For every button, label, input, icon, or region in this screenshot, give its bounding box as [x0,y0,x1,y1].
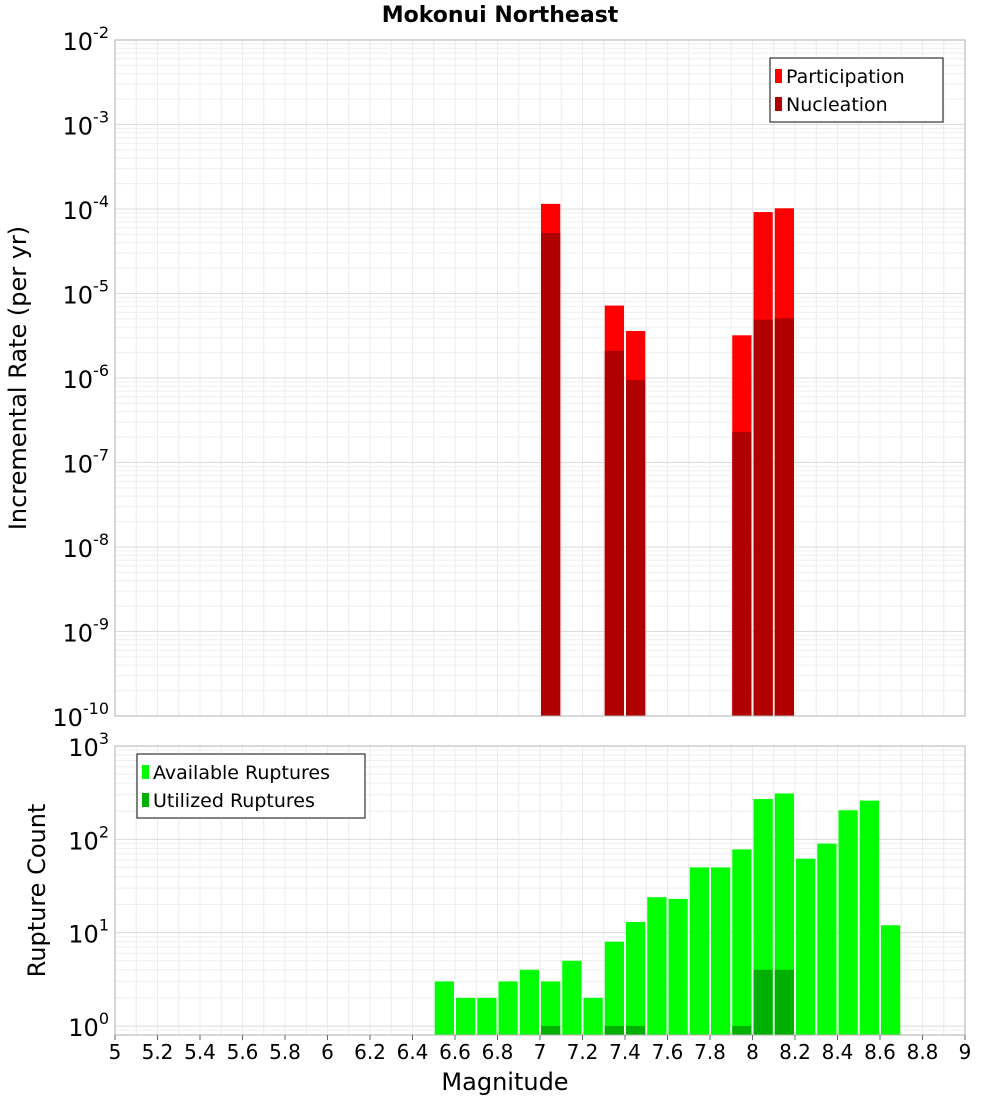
x-tick-label: 8.4 [822,1040,854,1064]
x-tick-label: 9 [959,1040,972,1064]
top-bar-nucleation [732,431,752,716]
bottom-bar-available-ruptures [604,941,624,1035]
y-tick-label: 10-3 [63,108,110,141]
x-tick-label: 5.8 [269,1040,301,1064]
y-tick-label: 10-5 [63,277,110,310]
x-tick-label: 5 [109,1040,122,1064]
bottom-bar-available-ruptures [838,810,858,1035]
bottom-plot: 100 101 102 103 5 5.2 5.4 5.6 5.8 6 6.2 6.4 6.6 6.8 7… [23,729,971,1096]
x-tick-label: 8.8 [907,1040,939,1064]
bottom-y-axis-label: Rupture Count [23,804,51,978]
y-tick-label: 100 [68,1009,109,1042]
top-bar-nucleation [541,232,561,716]
bottom-bar-available-ruptures [541,981,561,1035]
legend-label: Available Ruptures [153,762,330,784]
x-tick-label: 6.2 [354,1040,386,1064]
top-y-ticks: 10-10 10-9 10-8 10-7 10-6 10-5 10-4 10-3 10-2 [52,23,109,732]
bottom-bar-available-ruptures [859,800,879,1035]
bottom-bar-utilized-ruptures [604,1025,624,1035]
bottom-bar-utilized-ruptures [774,969,794,1035]
x-tick-label: 6.4 [397,1040,429,1064]
bottom-bar-available-ruptures [626,922,646,1035]
bottom-bar-available-ruptures [668,898,688,1035]
x-tick-label: 6.8 [482,1040,514,1064]
legend-box [136,753,366,819]
y-tick-label: 103 [68,729,109,762]
legend-swatch [775,97,782,111]
bottom-bar-available-ruptures [583,997,603,1035]
legend-swatch [775,69,782,83]
y-tick-label: 10-10 [52,699,109,732]
top-bar-nucleation [626,379,646,716]
y-tick-label: 10-9 [63,615,110,648]
bottom-bar-available-ruptures [456,997,476,1035]
bottom-legend: Available Ruptures Utilized Ruptures [136,753,366,819]
top-bars [541,203,794,716]
bottom-bar-available-ruptures [732,849,752,1035]
bottom-bar-available-ruptures [477,997,497,1035]
top-y-axis-label: Incremental Rate (per yr) [4,226,32,530]
bottom-y-ticks: 100 101 102 103 [68,729,109,1042]
y-tick-label: 10-7 [63,446,110,479]
bottom-bar-available-ruptures [711,867,731,1035]
bottom-bar-available-ruptures [817,843,837,1035]
legend-label: Utilized Ruptures [153,790,315,812]
x-tick-label: 8.6 [864,1040,896,1064]
x-tick-label: 7.2 [567,1040,599,1064]
x-tick-label: 8 [746,1040,759,1064]
x-tick-label: 7 [534,1040,547,1064]
bottom-bar-available-ruptures [519,969,539,1035]
y-tick-label: 10-2 [63,23,110,56]
x-tick-label: 6 [321,1040,334,1064]
top-legend: Participation Nucleation [769,57,944,123]
legend-label: Participation [786,66,905,88]
y-tick-label: 101 [68,916,109,949]
bottom-bar-available-ruptures [796,858,816,1035]
bottom-bar-utilized-ruptures [753,969,773,1035]
legend-swatch [142,793,149,807]
top-bar-nucleation [753,319,773,716]
chart-title: Mokonui Northeast [382,3,619,28]
x-tick-label: 7.6 [652,1040,684,1064]
bottom-bar-utilized-ruptures [626,1025,646,1035]
x-tick-label: 5.2 [142,1040,174,1064]
bottom-bar-available-ruptures [562,960,582,1035]
x-tick-label: 8.2 [779,1040,811,1064]
bottom-bar-available-ruptures [498,981,518,1035]
top-plot: 10-10 10-9 10-8 10-7 10-6 10-5 10-4 10-3 10-2 In… [4,23,966,732]
x-tick-label: 7.4 [609,1040,641,1064]
bottom-bars [434,793,901,1035]
y-tick-label: 102 [68,822,109,855]
x-axis-label: Magnitude [441,1068,568,1096]
bottom-bar-available-ruptures [689,867,709,1035]
top-grid [114,39,966,717]
top-bar-nucleation [774,318,794,716]
bottom-bar-available-ruptures [434,981,454,1035]
top-bar-nucleation [604,350,624,716]
legend-swatch [142,765,149,779]
legend-label: Nucleation [786,94,888,116]
bottom-bar-utilized-ruptures [541,1025,561,1035]
x-ticks: 5 5.2 5.4 5.6 5.8 6 6.2 6.4 6.6 6.8 7 7.2 7.4 7.6 7.8 8… [109,1035,972,1064]
x-tick-label: 6.6 [439,1040,471,1064]
y-tick-label: 10-6 [63,361,110,394]
top-plot-frame [114,39,966,717]
bottom-bar-utilized-ruptures [732,1025,752,1035]
y-tick-label: 10-4 [63,192,110,225]
legend-box [769,57,944,123]
x-tick-label: 5.4 [184,1040,216,1064]
y-tick-label: 10-8 [63,530,110,563]
bottom-bar-available-ruptures [881,925,901,1035]
bottom-bar-available-ruptures [647,897,667,1035]
x-tick-label: 7.8 [694,1040,726,1064]
x-tick-label: 5.6 [227,1040,259,1064]
